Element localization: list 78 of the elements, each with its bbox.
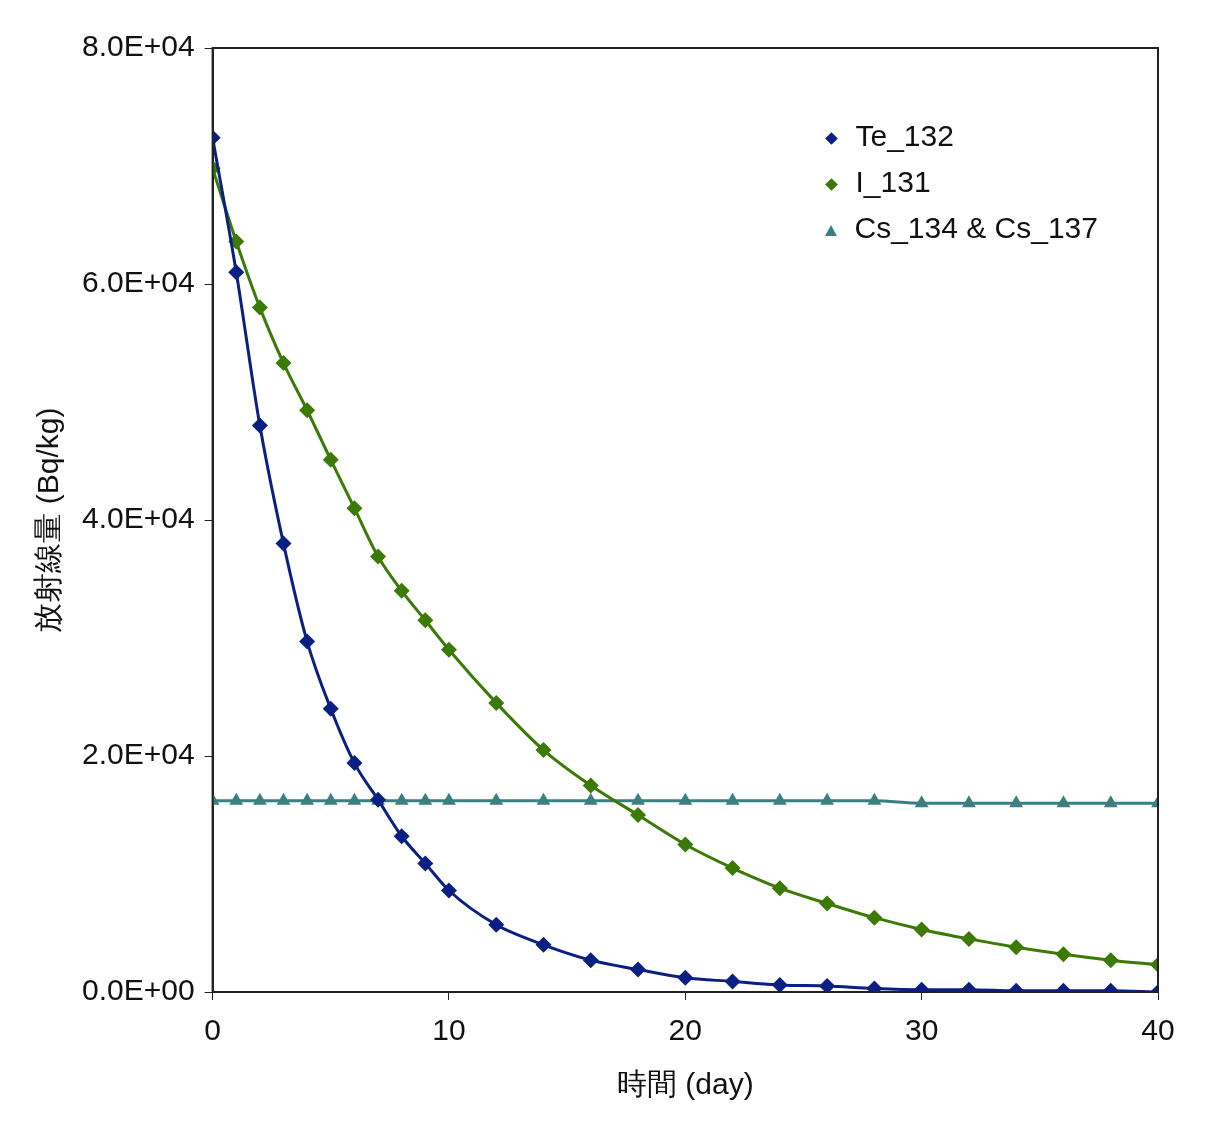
point <box>440 882 457 899</box>
point <box>322 700 339 717</box>
point <box>771 880 788 897</box>
x-tick-label: 40 <box>1141 1013 1175 1047</box>
point <box>724 973 741 990</box>
point <box>251 299 268 316</box>
point <box>1103 795 1118 808</box>
point <box>346 755 363 772</box>
legend-label: Te_132 <box>855 119 954 152</box>
y-tick-label: 6.0E+04 <box>81 265 195 299</box>
point <box>1009 795 1024 808</box>
point <box>488 694 505 711</box>
point <box>418 792 433 805</box>
x-tick-label: 20 <box>668 1013 702 1047</box>
point <box>582 777 599 794</box>
point <box>346 500 363 517</box>
legend-label: Cs_134 & Cs_137 <box>854 211 1098 244</box>
point <box>677 836 694 853</box>
point <box>913 921 930 938</box>
point <box>417 855 434 872</box>
x-axis-title: 時間 (day) <box>616 1067 754 1101</box>
point <box>251 417 268 434</box>
point <box>370 548 387 565</box>
point <box>252 792 267 805</box>
point <box>536 792 551 805</box>
point <box>677 969 694 986</box>
point <box>300 792 315 805</box>
point <box>772 792 787 805</box>
point <box>394 792 409 805</box>
point <box>228 264 245 281</box>
point <box>1102 952 1119 969</box>
x-tick-label: 10 <box>432 1013 466 1047</box>
point <box>276 792 291 805</box>
point <box>1055 946 1072 963</box>
point <box>725 792 740 805</box>
y-tick-label: 8.0E+04 <box>81 29 195 63</box>
point <box>1056 795 1071 808</box>
x-tick-label: 30 <box>904 1013 939 1047</box>
point <box>299 633 316 650</box>
point <box>867 792 882 805</box>
point <box>229 792 244 805</box>
y-axis-title: 放射線量 (Bq/kg) <box>31 407 65 633</box>
y-tick-label: 4.0E+04 <box>81 501 195 535</box>
point <box>393 582 410 599</box>
legend-label: I_131 <box>855 165 931 198</box>
point <box>819 895 836 912</box>
point <box>630 961 647 978</box>
point <box>914 795 929 808</box>
x-tick-label: 0 <box>204 1013 221 1047</box>
point <box>820 792 835 805</box>
point <box>489 792 504 805</box>
point <box>582 952 599 969</box>
point <box>442 792 456 805</box>
point <box>440 641 457 658</box>
point <box>323 792 338 805</box>
point <box>631 792 645 805</box>
point <box>724 860 741 877</box>
point <box>961 795 976 808</box>
point <box>583 792 598 805</box>
y-tick-label: 2.0E+04 <box>81 737 195 771</box>
point <box>299 402 316 419</box>
point <box>866 909 883 926</box>
point <box>347 792 362 805</box>
y-tick-label: 0.0E+00 <box>81 973 195 1007</box>
point <box>535 936 552 953</box>
point <box>322 451 339 468</box>
point <box>393 828 410 845</box>
point <box>771 976 788 992</box>
point <box>630 807 647 823</box>
point <box>417 612 434 629</box>
point <box>535 742 552 759</box>
point <box>960 930 977 947</box>
point <box>488 916 505 933</box>
point <box>275 535 292 552</box>
point <box>275 355 292 372</box>
point <box>819 978 836 992</box>
point <box>678 792 693 805</box>
point <box>1008 939 1025 956</box>
